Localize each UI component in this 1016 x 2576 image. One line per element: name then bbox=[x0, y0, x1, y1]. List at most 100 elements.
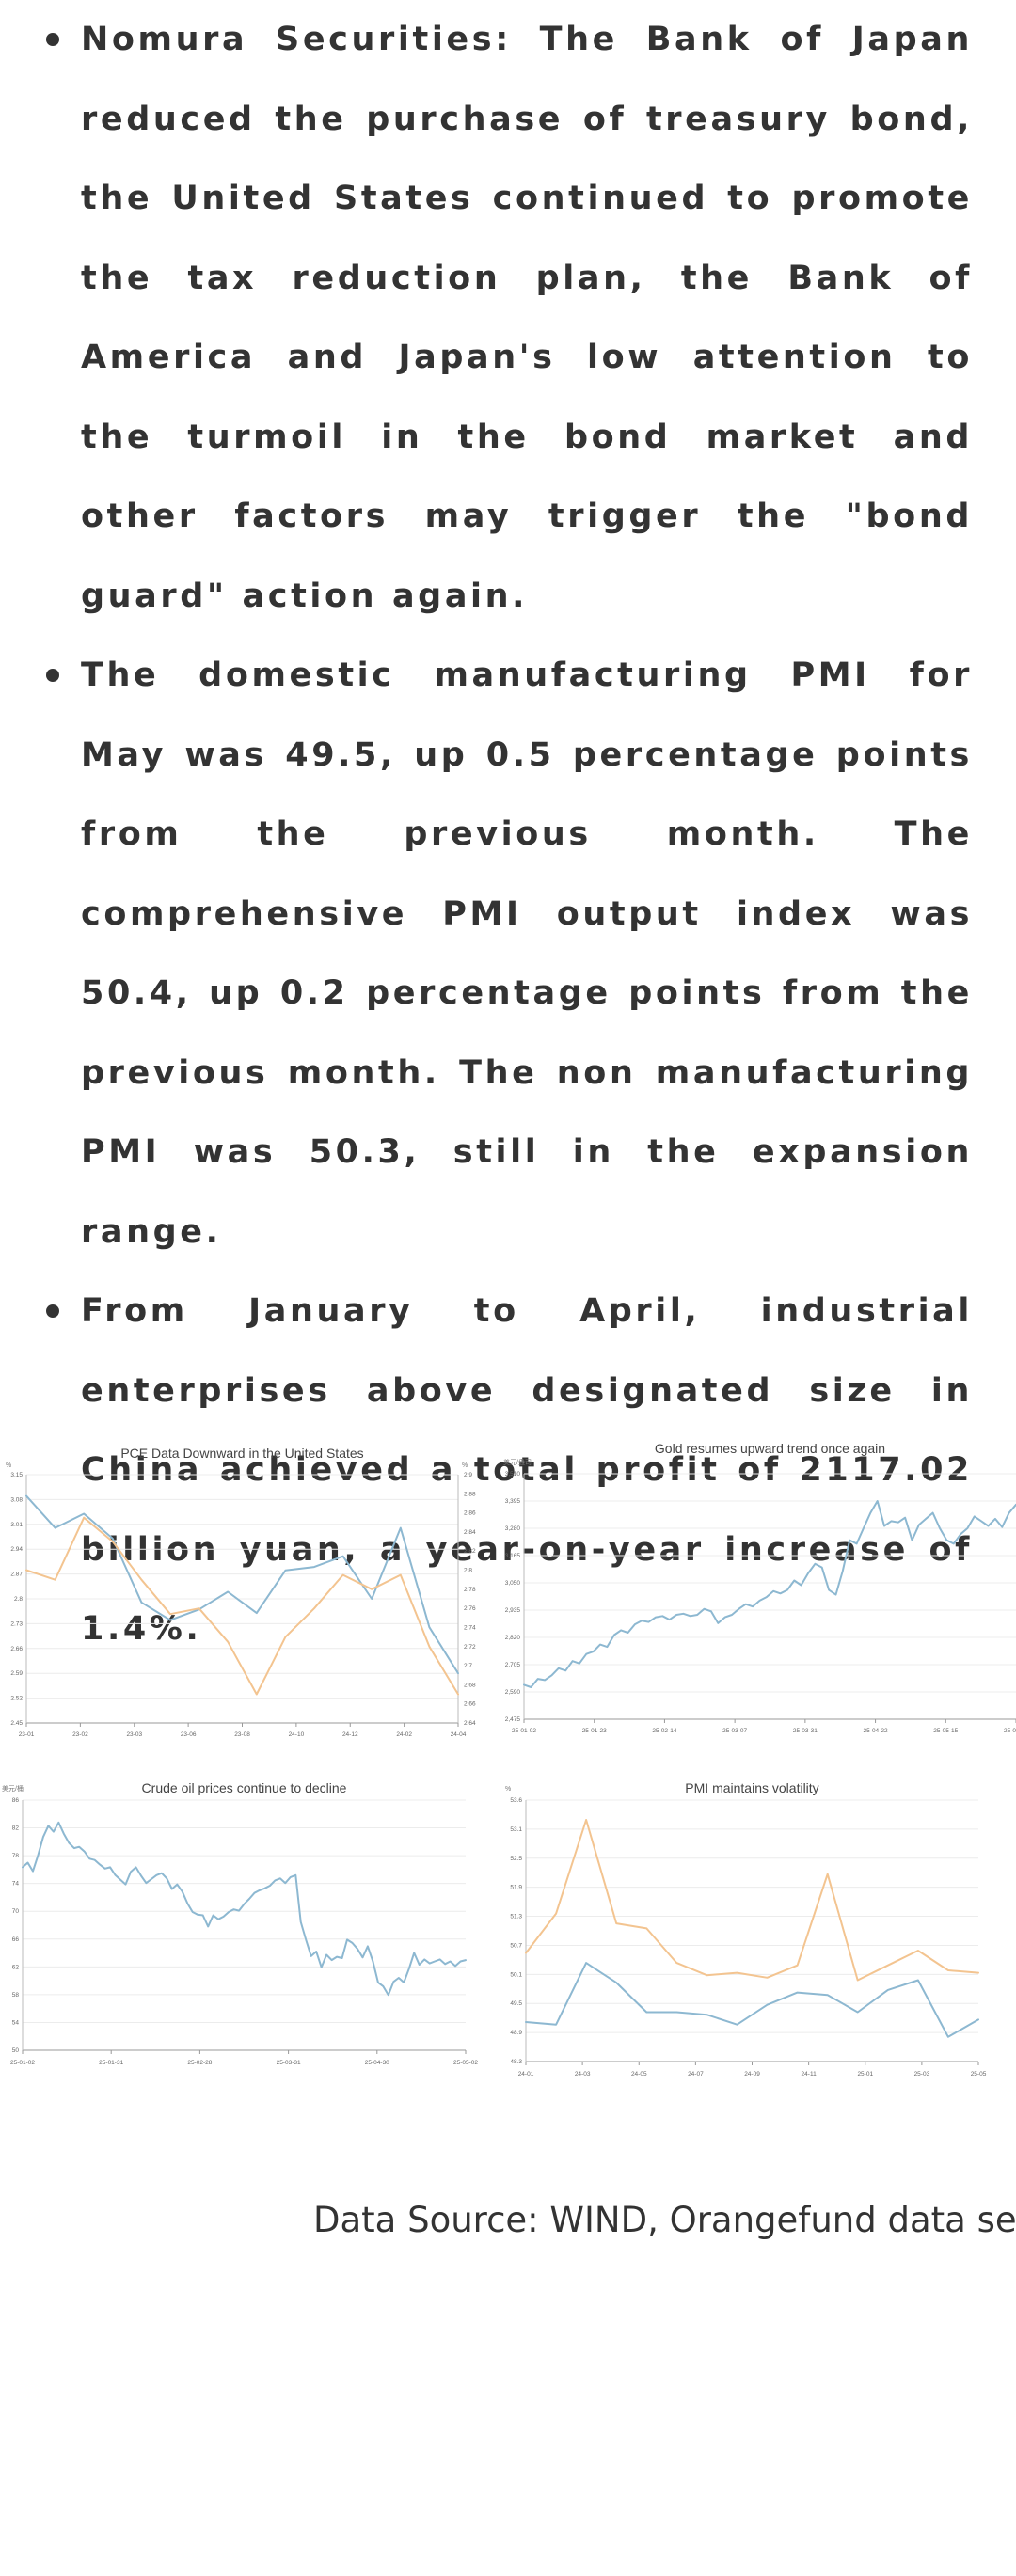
y-tick-label: 86 bbox=[12, 1797, 20, 1804]
y-tick-label: 74 bbox=[12, 1881, 20, 1888]
y-tick-label: 51.3 bbox=[510, 1914, 522, 1920]
chart-title: PMI maintains volatility bbox=[685, 1780, 818, 1795]
x-tick-label: 23-02 bbox=[72, 1731, 88, 1738]
x-tick-label: 24-01 bbox=[518, 2071, 534, 2078]
y-tick-label: 50.7 bbox=[510, 1942, 522, 1949]
x-tick-label: 24-02 bbox=[396, 1731, 412, 1738]
x-tick-label: 24-10 bbox=[289, 1731, 305, 1738]
x-tick-label: 24-05 bbox=[631, 2071, 647, 2078]
x-tick-label: 24-09 bbox=[744, 2071, 760, 2078]
y-tick-label: 53.1 bbox=[510, 1826, 522, 1833]
y-tick-label: 82 bbox=[12, 1825, 20, 1832]
x-tick-label: 23-08 bbox=[234, 1731, 250, 1738]
y-tick-label: 3.15 bbox=[10, 1472, 23, 1478]
x-tick-label: 25-05 bbox=[971, 2071, 987, 2078]
x-tick-label: 25-03 bbox=[914, 2071, 930, 2078]
crude-oil-chart: Crude oil prices continue to decline 美元/桶… bbox=[2, 1780, 478, 2066]
x-tick-label: 25-01-31 bbox=[99, 2060, 123, 2066]
y2-tick-label: 2.72 bbox=[464, 1644, 476, 1651]
y-tick-label: 48.3 bbox=[510, 2059, 522, 2065]
x-tick-label: 24-07 bbox=[688, 2071, 704, 2078]
y2-tick-label: 2.8 bbox=[464, 1568, 472, 1574]
x-tick-label: 24-03 bbox=[575, 2071, 591, 2078]
y2-tick-label: 2.68 bbox=[464, 1682, 476, 1688]
x-tick-label: 24-11 bbox=[802, 2071, 818, 2078]
y-tick-label: 2,590 bbox=[505, 1689, 521, 1696]
y-tick-label: 2.45 bbox=[10, 1720, 23, 1727]
y-tick-label: 2,705 bbox=[505, 1662, 521, 1668]
series-line-1 bbox=[525, 1819, 979, 1982]
y-tick-label: 2.94 bbox=[10, 1546, 23, 1553]
y2-tick-label: 2.9 bbox=[464, 1472, 472, 1478]
y2-axis-unit: % bbox=[462, 1462, 468, 1469]
bullet-item: The domestic manufacturing PMI for May w… bbox=[41, 636, 973, 1272]
y-axis-unit: 美元/桶 bbox=[2, 1784, 24, 1793]
y-tick-label: 66 bbox=[12, 1936, 20, 1943]
y2-tick-label: 2.84 bbox=[464, 1529, 476, 1536]
x-tick-label: 25-05-02 bbox=[453, 2060, 478, 2066]
pmi-chart: PMI maintains volatility% 48.3 48.9 49.5 50.… bbox=[505, 1780, 987, 2078]
chart-title: Crude oil prices continue to decline bbox=[142, 1780, 347, 1795]
y-tick-label: 50 bbox=[12, 2047, 20, 2054]
x-tick-label: 25-01-23 bbox=[582, 1728, 607, 1734]
x-tick-label: 25-01-02 bbox=[512, 1728, 536, 1734]
y-tick-label: 2.73 bbox=[10, 1620, 23, 1627]
y-tick-label: 2.52 bbox=[10, 1696, 23, 1702]
y2-tick-label: 2.86 bbox=[464, 1510, 476, 1517]
y-tick-label: 49.5 bbox=[510, 2000, 522, 2007]
y-tick-label: 53.6 bbox=[510, 1797, 522, 1804]
y-tick-label: 54 bbox=[12, 2019, 20, 2026]
data-source: Data Source: WIND, Orangefund data sea bbox=[313, 2200, 1016, 2240]
x-tick-label: 25-03-31 bbox=[277, 2060, 301, 2066]
y-tick-label: 70 bbox=[12, 1908, 20, 1915]
series-line-1 bbox=[25, 1516, 459, 1696]
x-tick-label: 24-12 bbox=[342, 1731, 358, 1738]
series-line-0 bbox=[22, 1821, 467, 1997]
x-tick-label: 25-05-15 bbox=[933, 1728, 958, 1734]
y-tick-label: 2.59 bbox=[10, 1670, 23, 1677]
y-tick-label: 3,050 bbox=[505, 1580, 521, 1587]
y-tick-label: 2,475 bbox=[505, 1716, 521, 1723]
chart-title: PCE Data Downward in the United States bbox=[120, 1446, 363, 1461]
series-line-0 bbox=[523, 1500, 1016, 1688]
y-tick-label: 58 bbox=[12, 1992, 20, 1999]
y-tick-label: 51.9 bbox=[510, 1885, 522, 1891]
y-axis-unit: 美元/盎司 bbox=[503, 1458, 532, 1466]
y-tick-label: 2.66 bbox=[10, 1646, 23, 1652]
x-tick-label: 23-03 bbox=[126, 1731, 142, 1738]
y-tick-label: 3,165 bbox=[505, 1553, 521, 1559]
y-tick-label: 78 bbox=[12, 1853, 20, 1859]
y2-tick-label: 2.74 bbox=[464, 1624, 476, 1631]
y-tick-label: 50.1 bbox=[510, 1971, 522, 1978]
x-tick-label: 25-05-30 bbox=[1004, 1728, 1016, 1734]
y-tick-label: 2,935 bbox=[505, 1607, 521, 1614]
chart-title: Gold resumes upward trend once again bbox=[655, 1441, 885, 1456]
y-tick-label: 2.8 bbox=[14, 1596, 23, 1603]
y-axis-unit: % bbox=[6, 1462, 11, 1469]
x-tick-label: 25-02-14 bbox=[652, 1728, 676, 1734]
x-tick-label: 23-06 bbox=[181, 1731, 197, 1738]
x-tick-label: 25-04-30 bbox=[365, 2060, 389, 2066]
pce-chart: PCE Data Downward in the United States%%… bbox=[6, 1446, 476, 1738]
y2-tick-label: 2.64 bbox=[464, 1720, 476, 1727]
y-tick-label: 3,510 bbox=[505, 1471, 521, 1478]
x-tick-label: 25-04-22 bbox=[864, 1728, 888, 1734]
series-line-0 bbox=[25, 1494, 459, 1675]
bullet-item: Nomura Securities: The Bank of Japan red… bbox=[41, 0, 973, 636]
y-tick-label: 3,395 bbox=[505, 1498, 521, 1505]
y2-tick-label: 2.66 bbox=[464, 1701, 476, 1708]
y2-tick-label: 2.82 bbox=[464, 1548, 476, 1555]
x-tick-label: 25-02-28 bbox=[187, 2060, 212, 2066]
y-tick-label: 62 bbox=[12, 1964, 20, 1970]
y-tick-label: 2.87 bbox=[10, 1572, 23, 1578]
y-tick-label: 2,820 bbox=[505, 1635, 521, 1641]
gold-chart: Gold resumes upward trend once again 美元/盎… bbox=[503, 1441, 1016, 1734]
y2-tick-label: 2.88 bbox=[464, 1491, 476, 1497]
y-tick-label: 3,280 bbox=[505, 1525, 521, 1532]
series-line-0 bbox=[525, 1962, 979, 2038]
bullet-list: Nomura Securities: The Bank of Japan red… bbox=[41, 0, 973, 1669]
y-tick-label: 3.08 bbox=[10, 1496, 23, 1503]
x-tick-label: 25-01 bbox=[857, 2071, 873, 2078]
y2-tick-label: 2.7 bbox=[464, 1663, 472, 1669]
x-tick-label: 23-01 bbox=[19, 1731, 35, 1738]
